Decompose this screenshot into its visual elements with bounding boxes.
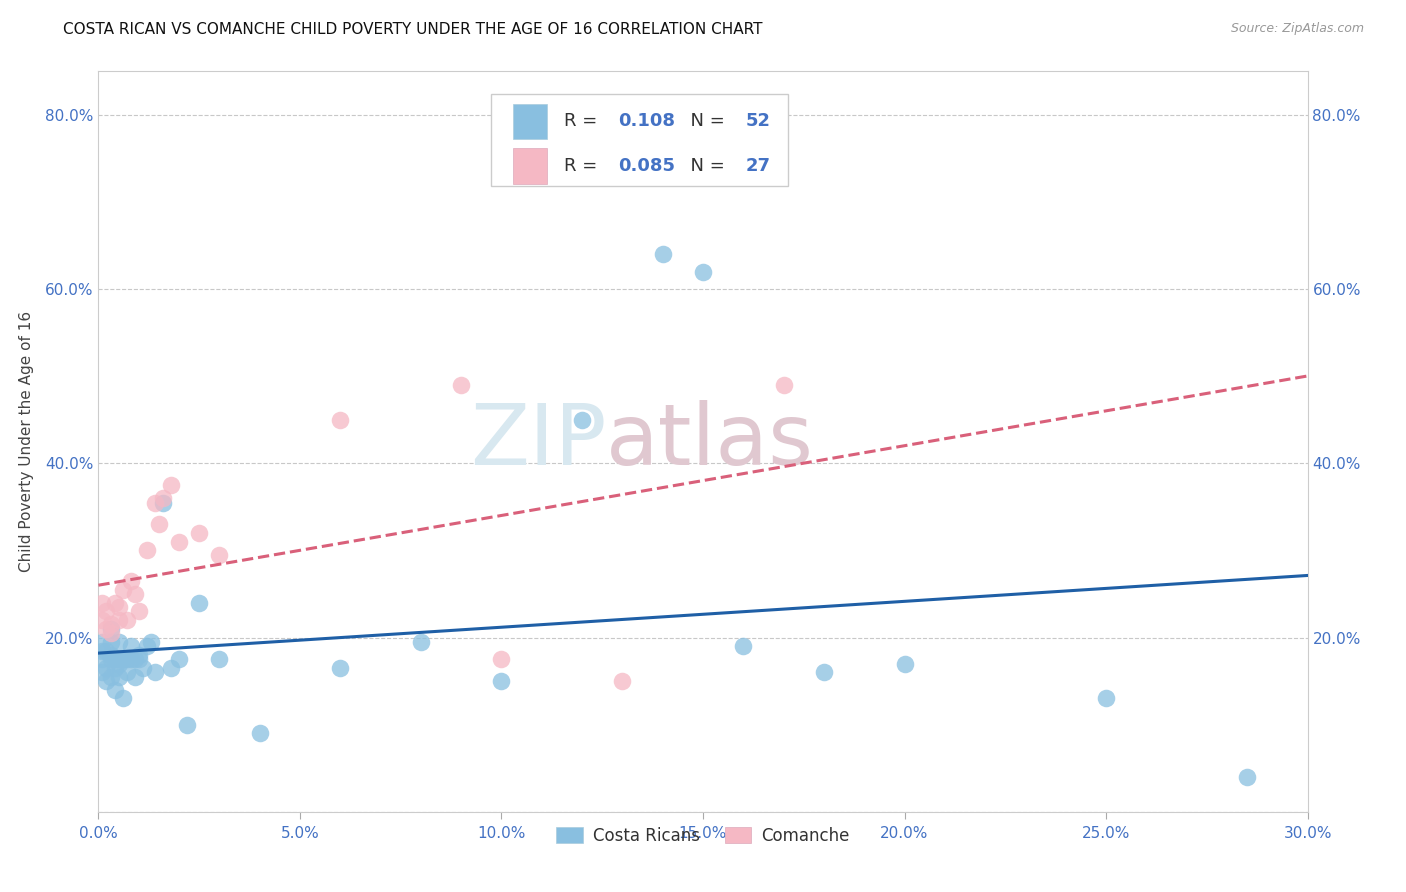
Point [115,613,138,627]
Point [188,526,211,541]
Point [139,635,162,649]
Point [96,674,118,689]
Point [120,652,142,666]
Point [612,674,634,689]
Point [208,548,231,562]
Point [103,652,125,666]
Point [152,495,174,509]
Point [91,635,114,649]
Point [115,652,138,666]
Point [100,670,122,684]
Point [167,652,190,666]
Point [103,596,125,610]
Text: R =: R = [564,157,603,175]
Point [135,639,157,653]
Point [96,604,118,618]
Point [160,661,183,675]
FancyBboxPatch shape [513,148,547,184]
Point [329,661,352,675]
Point [1236,770,1258,784]
Point [160,478,183,492]
Point [107,613,129,627]
Point [167,534,190,549]
Y-axis label: Child Poverty Under the Age of 16: Child Poverty Under the Age of 16 [18,311,34,572]
Point [100,648,122,662]
Point [249,726,271,740]
FancyBboxPatch shape [492,94,787,186]
Text: 27: 27 [745,157,770,175]
Point [409,635,432,649]
Point [103,682,125,697]
Text: R =: R = [564,112,603,130]
Point [450,378,472,392]
Text: 52: 52 [745,112,770,130]
Point [111,652,134,666]
Legend: Costa Ricans, Comanche: Costa Ricans, Comanche [550,820,856,852]
Point [491,652,513,666]
Point [100,622,122,636]
Point [107,652,129,666]
Point [100,626,122,640]
Point [135,543,157,558]
Point [124,670,146,684]
Point [103,661,125,675]
Point [107,657,129,671]
Point [100,652,122,666]
Point [111,652,134,666]
Text: 0.108: 0.108 [619,112,675,130]
Point [111,691,134,706]
Point [91,643,114,657]
Point [96,661,118,675]
Point [132,661,155,675]
Point [91,613,114,627]
FancyBboxPatch shape [513,103,547,139]
Point [1095,691,1118,706]
Point [329,413,352,427]
Point [91,665,114,680]
Point [96,643,118,657]
Point [96,622,118,636]
Point [128,652,150,666]
Point [128,604,150,618]
Point [188,596,211,610]
Point [143,495,166,509]
Point [115,665,138,680]
Point [491,674,513,689]
Text: COSTA RICAN VS COMANCHE CHILD POVERTY UNDER THE AGE OF 16 CORRELATION CHART: COSTA RICAN VS COMANCHE CHILD POVERTY UN… [63,22,763,37]
Point [100,635,122,649]
Point [152,491,174,505]
Point [120,639,142,653]
Point [100,617,122,632]
Point [651,247,673,261]
Point [120,574,142,588]
Point [128,648,150,662]
Point [91,596,114,610]
Text: atlas: atlas [606,400,814,483]
Text: N =: N = [679,112,730,130]
Point [124,587,146,601]
Point [91,652,114,666]
Text: 0.085: 0.085 [619,157,675,175]
Point [208,652,231,666]
Point [176,717,198,731]
Text: Source: ZipAtlas.com: Source: ZipAtlas.com [1230,22,1364,36]
Point [893,657,915,671]
Point [772,378,794,392]
Point [813,665,835,680]
Point [692,265,714,279]
Point [124,652,146,666]
Text: N =: N = [679,157,730,175]
Point [148,517,170,532]
Point [571,413,593,427]
Point [111,582,134,597]
Point [733,639,755,653]
Point [107,635,129,649]
Point [107,600,129,615]
Text: ZIP: ZIP [470,400,606,483]
Point [107,670,129,684]
Point [143,665,166,680]
